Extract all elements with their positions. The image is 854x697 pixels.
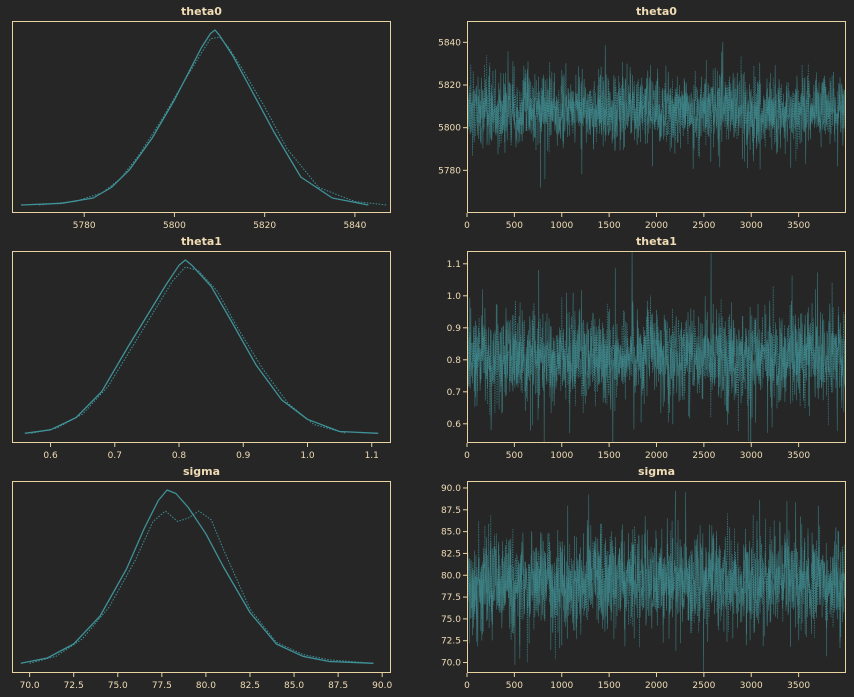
x-tick-label: 5840 [343, 221, 366, 231]
x-tick-label: 82.5 [240, 681, 260, 691]
x-tick-label: 0 [464, 221, 470, 231]
x-tick-label: 2000 [645, 681, 668, 691]
y-tick-label: 82.5 [441, 549, 461, 559]
x-tick-label: 2500 [692, 451, 715, 461]
x-tick-label: 3500 [787, 681, 810, 691]
trace-title-theta0: theta0 [636, 5, 677, 18]
plot-frame [467, 21, 846, 213]
y-tick-label: 0.9 [447, 324, 462, 334]
y-tick-label: 80.0 [441, 571, 461, 581]
x-tick-label: 77.5 [152, 681, 172, 691]
x-tick-label: 1000 [550, 221, 573, 231]
trace-line-sigma-chain-1 [467, 490, 846, 663]
trace-line-theta0-chain-1 [467, 54, 846, 188]
y-tick-label: 5820 [438, 81, 461, 91]
y-tick-label: 77.5 [441, 593, 461, 603]
trace-line-theta1-chain-1 [467, 268, 846, 432]
density-line-sigma-solid [20, 489, 374, 664]
panel-5-sigma-trace: sigma 0 500 1000 1500 2000 2500 3000 3500 70.0 72.… [441, 465, 846, 691]
y-tick-label: 85.0 [441, 528, 461, 538]
x-tick-label: 0.9 [236, 451, 251, 461]
x-tick-label: 3000 [740, 221, 763, 231]
plot-frame [12, 21, 391, 213]
density-line-theta0-dotted [39, 36, 387, 206]
x-tick-label: 0.7 [108, 451, 122, 461]
x-tick-label: 500 [506, 221, 523, 231]
y-tick-label: 5780 [438, 166, 461, 176]
x-tick-label: 75.0 [108, 681, 128, 691]
x-tick-label: 2000 [645, 221, 668, 231]
density-line-sigma-dotted [29, 510, 374, 664]
density-line-theta0-solid [20, 29, 369, 206]
density-title-theta1: theta1 [181, 235, 222, 248]
trace-title-sigma: sigma [638, 465, 675, 478]
x-tick-label: 3000 [740, 681, 763, 691]
x-tick-label: 1.1 [365, 451, 379, 461]
x-tick-label: 80.0 [196, 681, 216, 691]
x-tick-label: 500 [506, 451, 523, 461]
y-tick-label: 87.5 [441, 506, 461, 516]
trace-line-theta1-chain-0 [467, 251, 846, 443]
y-tick-label: 0.7 [447, 388, 461, 398]
y-tick-label: 72.5 [441, 637, 461, 647]
plot-frame [12, 481, 391, 673]
x-tick-label: 2500 [692, 221, 715, 231]
x-tick-label: 87.5 [328, 681, 348, 691]
x-tick-label: 85.0 [284, 681, 304, 691]
panel-1-theta0-trace: theta0 0 500 1000 1500 2000 2500 3000 3500 5780 58… [438, 5, 846, 231]
panel-3-theta1-trace: theta1 0 500 1000 1500 2000 2500 3000 3500 0.6 0.7… [447, 235, 846, 461]
x-tick-label: 500 [506, 681, 523, 691]
y-tick-label: 0.8 [447, 356, 462, 366]
y-tick-label: 90.0 [441, 484, 461, 494]
x-tick-label: 72.5 [64, 681, 84, 691]
x-tick-label: 70.0 [20, 681, 40, 691]
x-tick-label: 3000 [740, 451, 763, 461]
x-tick-label: 3500 [787, 221, 810, 231]
x-tick-label: 5820 [253, 221, 276, 231]
x-tick-label: 1000 [550, 451, 573, 461]
y-tick-label: 5840 [438, 38, 461, 48]
x-tick-label: 1500 [598, 451, 621, 461]
density-title-theta0: theta0 [181, 5, 222, 18]
plot-frame [467, 251, 846, 443]
x-tick-label: 1.0 [300, 451, 315, 461]
y-tick-label: 1.0 [447, 292, 462, 302]
density-line-theta1-solid [24, 259, 379, 434]
x-tick-label: 5780 [73, 221, 96, 231]
x-tick-label: 3500 [787, 451, 810, 461]
x-tick-label: 0 [464, 681, 470, 691]
trace-title-theta1: theta1 [636, 235, 677, 248]
x-tick-label: 1500 [598, 221, 621, 231]
y-tick-label: 5800 [438, 124, 461, 134]
panel-2-theta1-density: theta1 0.6 0.7 0.8 0.9 1.0 1.1 [12, 235, 391, 461]
y-tick-label: 75.0 [441, 615, 461, 625]
plot-frame [12, 251, 391, 443]
plot-frame [467, 481, 846, 673]
y-tick-label: 1.1 [447, 260, 461, 270]
y-tick-label: 70.0 [441, 659, 461, 669]
x-tick-label: 90.0 [372, 681, 392, 691]
x-tick-label: 1500 [598, 681, 621, 691]
x-tick-label: 1000 [550, 681, 573, 691]
x-tick-label: 0.8 [172, 451, 187, 461]
x-tick-label: 0 [464, 451, 470, 461]
y-tick-label: 0.6 [447, 420, 462, 430]
density-line-theta1-dotted [31, 266, 347, 434]
x-tick-label: 0.6 [43, 451, 58, 461]
x-tick-label: 2500 [692, 681, 715, 691]
panel-0-theta0-density: theta0 5780 5800 5820 5840 [12, 5, 391, 231]
x-tick-label: 2000 [645, 451, 668, 461]
density-title-sigma: sigma [183, 465, 220, 478]
x-tick-label: 5800 [163, 221, 186, 231]
panel-4-sigma-density: sigma 70.0 72.5 75.0 77.5 80.0 82.5 85.0 87.5 90.… [12, 465, 392, 691]
